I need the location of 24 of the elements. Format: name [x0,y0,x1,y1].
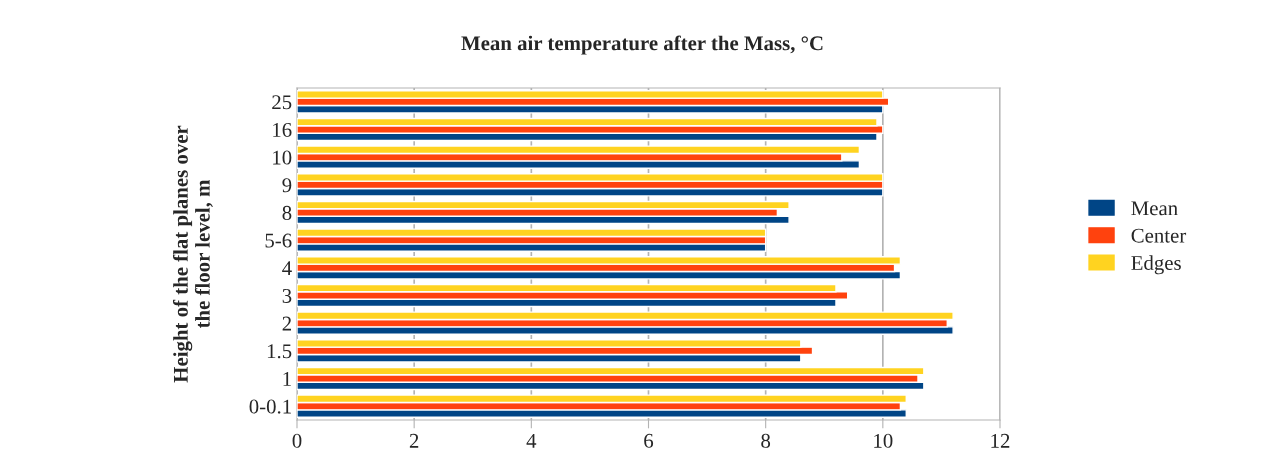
y-tick-label: 10 [273,150,292,165]
y-tick-label: 0-0.1 [249,399,291,414]
y-tick-label: 1 [283,371,291,386]
legend-label: Mean [1131,201,1178,216]
x-tick-label: 12 [991,433,1010,448]
x-tick-label: 0 [292,433,302,448]
y-tick-label: 5-6 [265,233,292,248]
x-tick-label: 2 [409,433,419,448]
y-tick-label: 2 [282,316,291,331]
y-tick-label: 8 [282,205,292,220]
y-tick-label: 4 [282,261,292,276]
y-tick-label: 16 [273,122,292,137]
x-tick-label: 8 [761,433,771,448]
y-axis-title: Height of the flat planes over the floor level, m [172,125,213,383]
x-tick-label: 4 [526,433,537,448]
y-tick-label: 1.5 [267,344,292,359]
legend-label: Edges [1131,255,1181,275]
legend-label: Center [1131,228,1187,243]
x-tick-label: 6 [644,433,654,448]
y-tick-label: 3 [282,288,292,303]
chart-title: Mean air temperature after the Mass, °C [461,35,823,55]
y-tick-label: 9 [282,178,292,193]
x-tick-label: 10 [874,433,893,448]
y-tick-label: 25 [272,95,292,110]
